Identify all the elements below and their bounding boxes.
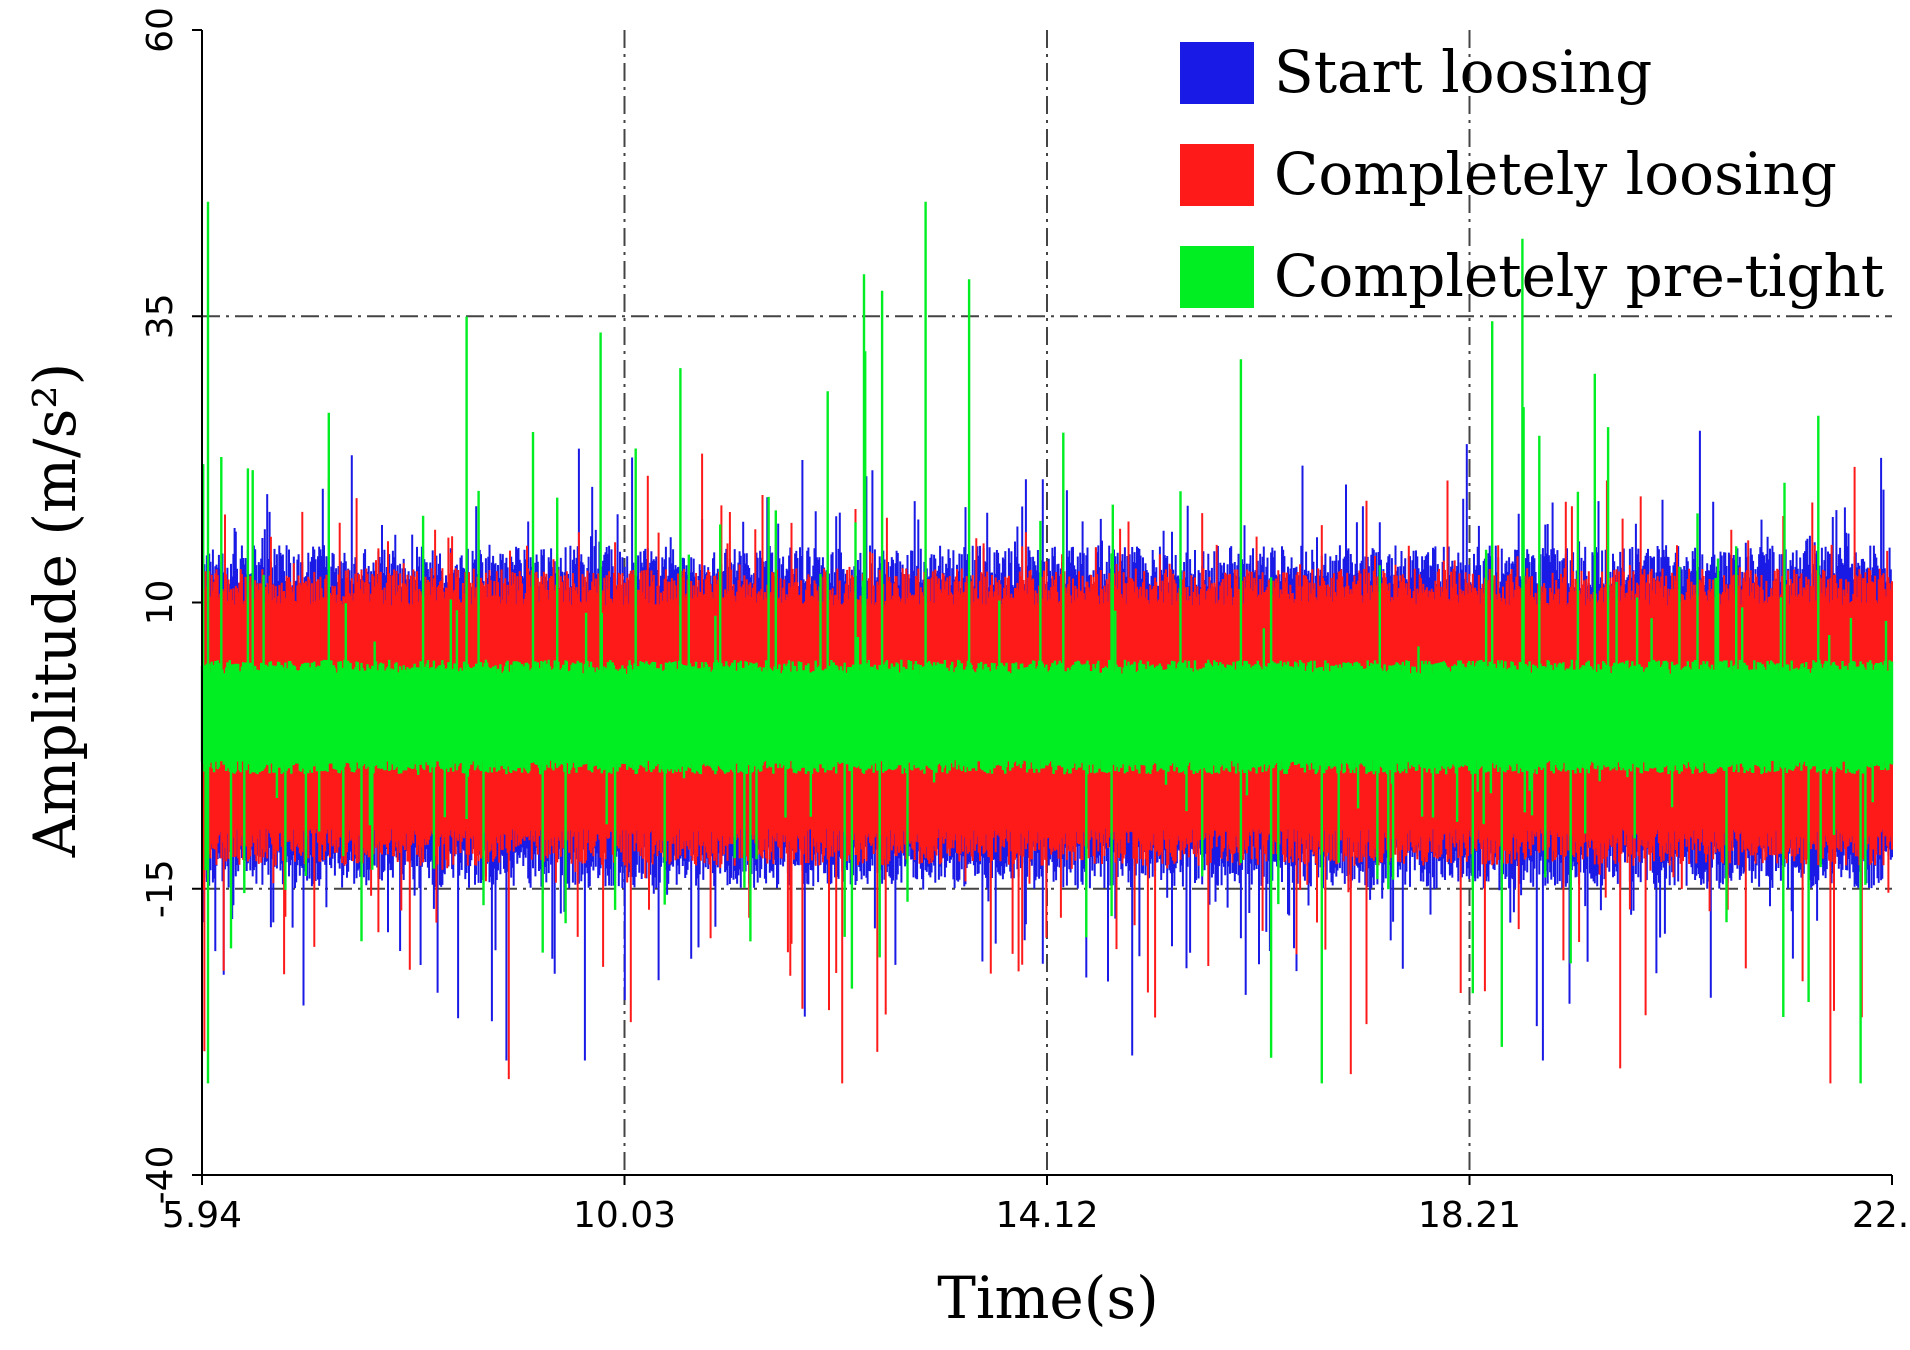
y-axis-ticks: -40 -15 10 35 60 xyxy=(140,7,202,1204)
legend-label: Completely loosing xyxy=(1274,140,1837,208)
plot-area xyxy=(200,201,1894,1084)
legend-swatch xyxy=(1180,144,1254,206)
y-tick-label: 60 xyxy=(140,7,181,53)
x-tick-label: 10.03 xyxy=(573,1195,676,1236)
x-axis-title: Time(s) xyxy=(937,1264,1159,1332)
x-tick-label: 18.21 xyxy=(1418,1195,1521,1236)
x-tick-label: 22.3 xyxy=(1852,1195,1910,1236)
x-axis-ticks: 5.94 10.03 14.12 18.21 22.3 xyxy=(162,1175,1910,1236)
legend-swatch xyxy=(1180,42,1254,104)
x-tick-label: 5.94 xyxy=(162,1195,242,1236)
legend: Start loosing Completely loosing Completel… xyxy=(1180,38,1884,310)
y-axis-title: Amplitude (m/s²) xyxy=(21,363,89,858)
x-tick-label: 14.12 xyxy=(995,1195,1098,1236)
y-tick-label: 35 xyxy=(140,293,181,339)
y-tick-label: 10 xyxy=(140,580,181,626)
y-tick-label: -40 xyxy=(140,1146,181,1205)
legend-label: Start loosing xyxy=(1274,38,1652,106)
legend-label: Completely pre-tight xyxy=(1274,242,1884,310)
legend-swatch xyxy=(1180,246,1254,308)
y-tick-label: -15 xyxy=(140,859,181,918)
